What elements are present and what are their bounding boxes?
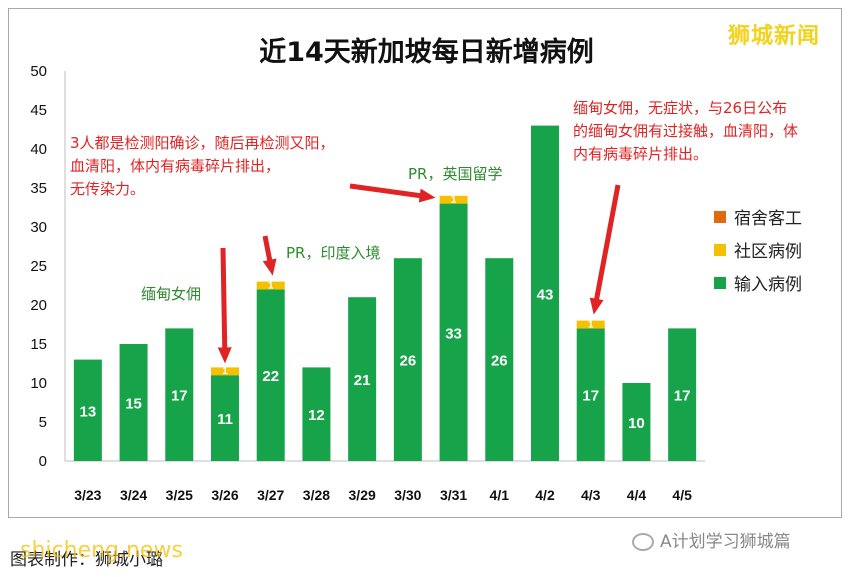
- annotation-pr-india: PR，印度入境: [286, 244, 381, 262]
- bar-community: [576, 320, 605, 329]
- annotation-line: 无传染力。: [70, 180, 146, 198]
- bar-community: [256, 281, 285, 290]
- data-label-imported: 10: [628, 415, 645, 432]
- bar-imported: [393, 258, 422, 461]
- y-tick-label: 30: [30, 219, 47, 236]
- x-tick-label: 3/23: [74, 487, 101, 503]
- annotation-line: 3人都是检测阳确诊，随后再检测又阳，: [70, 134, 335, 152]
- bar-imported: [439, 203, 468, 461]
- bar-imported: [165, 328, 194, 461]
- data-label-imported: 26: [400, 353, 417, 370]
- y-tick-label: 5: [39, 414, 47, 431]
- annotation-line: 血清阳，体内有病毒碎片排出，: [70, 157, 281, 175]
- data-label-community: 1: [222, 366, 228, 377]
- annotation-arrow: [217, 247, 232, 364]
- data-label-imported: 33: [445, 325, 462, 342]
- y-tick-label: 40: [30, 141, 47, 158]
- y-tick-label: 35: [30, 180, 47, 197]
- annotation-line: 的缅甸女佣有过接触，血清阳，体: [573, 122, 799, 140]
- annotation-3-persons: 3人都是检测阳确诊，随后再检测又阳， 血清阳，体内有病毒碎片排出， 无传染力。: [70, 132, 335, 201]
- legend-swatch-dorm: [714, 210, 726, 223]
- bar-imported: [622, 383, 651, 461]
- x-tick-label: 3/27: [257, 487, 284, 503]
- legend-item-dorm: 宿舍客工: [714, 200, 802, 233]
- bar-imported: [302, 367, 331, 461]
- chart-legend: 宿舍客工 社区病例 输入病例: [714, 200, 802, 299]
- y-tick-label: 45: [30, 102, 47, 119]
- x-tick-label: 4/5: [672, 487, 692, 503]
- arrow-shape: [262, 235, 277, 276]
- legend-swatch-community: [714, 243, 726, 256]
- x-tick-label: 3/31: [440, 487, 467, 503]
- x-tick-label: 3/29: [349, 487, 376, 503]
- data-label-community: 1: [268, 280, 274, 291]
- legend-item-imported: 输入病例: [714, 266, 802, 299]
- annotation-myanmar-maid: 缅甸女佣: [141, 285, 202, 303]
- y-tick-label: 50: [30, 63, 47, 80]
- annotation-arrow: [349, 183, 436, 203]
- x-tick-label: 4/3: [581, 487, 601, 503]
- data-label-imported: 21: [354, 372, 371, 389]
- data-label-imported: 17: [171, 388, 188, 405]
- x-tick-label: 3/24: [120, 487, 147, 503]
- data-label-imported: 17: [582, 388, 599, 405]
- y-tick-label: 10: [30, 375, 47, 392]
- annotation-arrow: [262, 235, 277, 276]
- watermark-url: shicheng.news: [20, 538, 183, 563]
- y-tick-label: 20: [30, 297, 47, 314]
- y-tick-label: 25: [30, 258, 47, 275]
- bar-community: [211, 367, 239, 376]
- x-tick-label: 3/26: [211, 487, 238, 503]
- bar-imported: [73, 359, 102, 461]
- chart-plot: 05101520253035404550133/23153/24173/2511…: [30, 63, 705, 503]
- bar-imported: [119, 344, 148, 461]
- bar-imported: [348, 297, 377, 461]
- x-tick-label: 4/4: [627, 487, 647, 503]
- legend-label-imported: 输入病例: [734, 275, 802, 295]
- bar-imported: [211, 375, 239, 461]
- bar-imported: [668, 328, 697, 461]
- data-label-imported: 11: [217, 411, 233, 428]
- bar-imported: [576, 328, 605, 461]
- data-label-imported: 26: [491, 353, 508, 370]
- bar-imported: [256, 289, 285, 461]
- annotation-arrow: [589, 184, 621, 315]
- annotation-myanmar-maid-contact: 缅甸女佣，无症状，与26日公布 的缅甸女佣有过接触，血清阳，体 内有病毒碎片排出…: [573, 97, 798, 166]
- wechat-account-name: A计划学习狮城篇: [660, 532, 791, 552]
- bar-imported: [485, 258, 514, 461]
- x-tick-label: 3/28: [303, 487, 330, 503]
- source-credit: 图表制作：狮城小璐: [10, 550, 163, 570]
- legend-label-community: 社区病例: [734, 242, 802, 262]
- x-tick-label: 3/30: [394, 487, 421, 503]
- data-label-imported: 12: [308, 407, 325, 424]
- annotation-pr-uk: PR，英国留学: [408, 165, 503, 183]
- legend-item-community: 社区病例: [714, 233, 802, 266]
- data-label-imported: 13: [80, 403, 97, 420]
- arrow-shape: [589, 184, 621, 315]
- brand-logo-text: 狮城新闻: [728, 24, 821, 49]
- data-label-community: 1: [451, 195, 457, 206]
- data-label-imported: 15: [125, 396, 142, 413]
- chart-title: 近14天新加坡每日新增病例: [259, 37, 594, 68]
- x-tick-label: 3/25: [166, 487, 193, 503]
- x-tick-label: 4/2: [535, 487, 555, 503]
- wechat-watermark: A计划学习狮城篇: [632, 527, 791, 552]
- annotation-line: 缅甸女佣，无症状，与26日公布: [573, 99, 788, 117]
- legend-swatch-imported: [714, 276, 726, 289]
- data-label-imported: 22: [262, 368, 279, 385]
- bar-community: [439, 195, 468, 204]
- bar-imported: [531, 125, 559, 461]
- arrow-shape: [217, 247, 232, 364]
- wechat-icon: [632, 533, 654, 551]
- y-tick-label: 15: [30, 336, 47, 353]
- annotation-line: 内有病毒碎片排出。: [573, 145, 709, 163]
- y-tick-label: 0: [39, 453, 47, 470]
- x-tick-label: 4/1: [490, 487, 510, 503]
- arrow-shape: [349, 183, 436, 203]
- legend-label-dorm: 宿舍客工: [734, 209, 802, 229]
- data-label-imported: 17: [674, 388, 691, 405]
- data-label-community: 1: [588, 319, 594, 330]
- data-label-imported: 43: [537, 286, 554, 303]
